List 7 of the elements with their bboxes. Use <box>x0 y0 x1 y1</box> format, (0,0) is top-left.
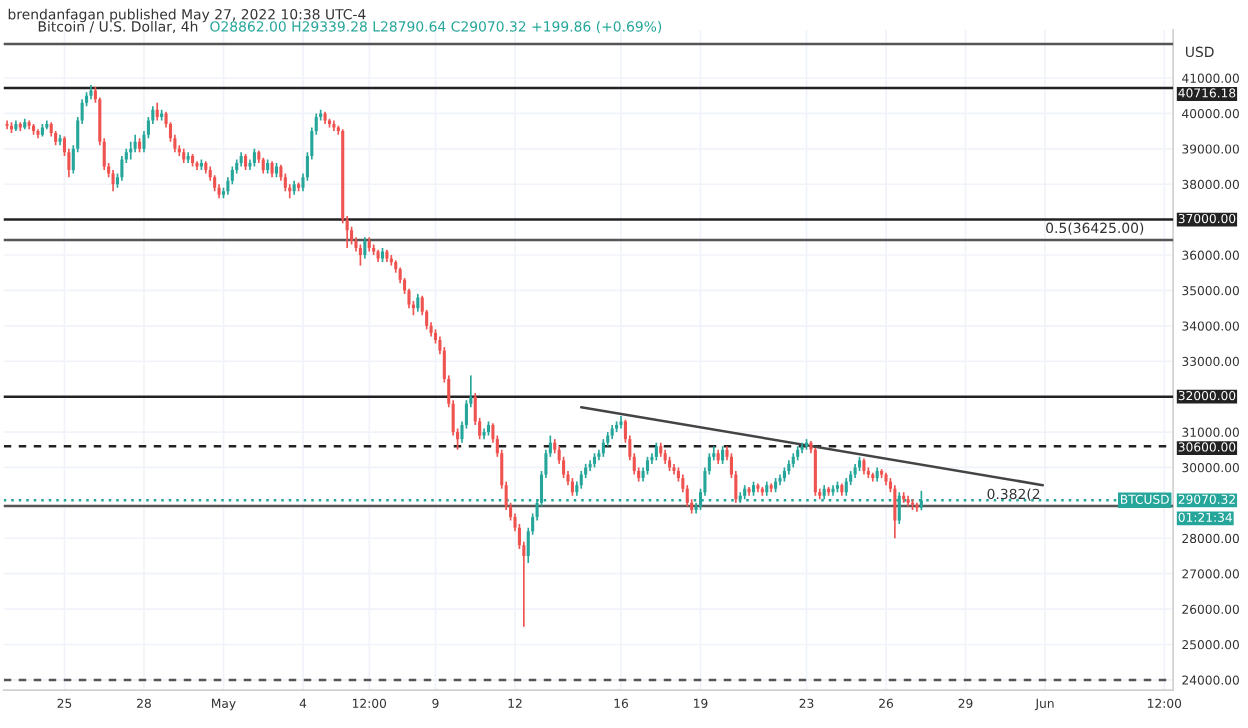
candlestick <box>363 236 367 260</box>
candlestick <box>358 243 362 267</box>
candlestick <box>813 447 817 497</box>
candlestick <box>111 169 115 193</box>
candlestick <box>5 119 9 131</box>
candlestick <box>893 484 897 540</box>
candlestick <box>120 155 124 182</box>
